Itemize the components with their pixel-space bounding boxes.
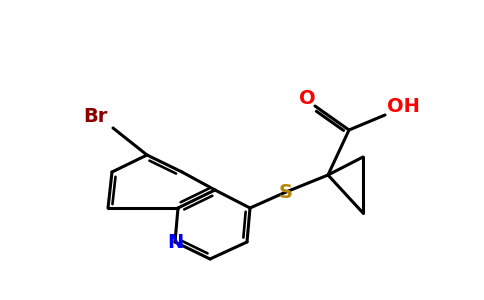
Text: OH: OH [387, 98, 420, 116]
Text: N: N [167, 232, 183, 251]
Text: Br: Br [83, 106, 107, 125]
Text: S: S [279, 182, 293, 202]
Text: O: O [299, 88, 315, 107]
